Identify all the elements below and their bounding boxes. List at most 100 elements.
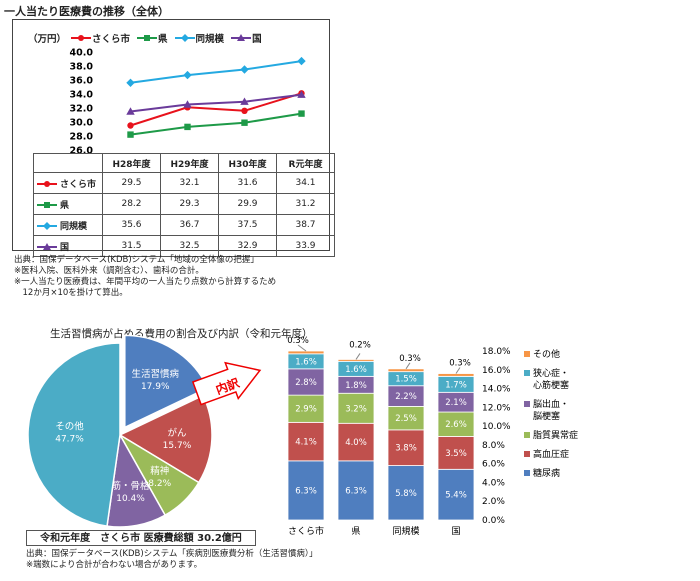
line-note: 12か月×10を掛けて算出。 — [14, 288, 128, 298]
line-chart: 40.0 38.0 36.0 34.0 32.0 30.0 28.0 26.0 — [70, 48, 306, 157]
legend-swatch — [71, 35, 92, 41]
slice-value: 17.9% — [141, 382, 170, 392]
bar-segment-label: 4.0% — [345, 438, 367, 448]
series-line — [130, 93, 302, 113]
slice-label: その他 — [55, 420, 84, 432]
table-cell: 31.2 — [276, 193, 335, 215]
table-series-label: 県 — [60, 200, 70, 211]
y-tick-label: 6.0% — [482, 460, 505, 470]
legend-item: 同規模 — [174, 31, 224, 45]
bar-segment-label: 2.2% — [395, 392, 417, 402]
pie-slice — [27, 342, 121, 527]
x-tick-label: さくら市 — [288, 525, 324, 535]
slice-label: がん — [167, 427, 186, 439]
table-swatch-marker — [43, 243, 51, 250]
y-tick-label: 12.0% — [482, 403, 511, 413]
table-cell: 29.5 — [102, 172, 161, 194]
table-cell: 32.5 — [160, 235, 219, 257]
slice-value: 47.7% — [55, 434, 84, 444]
bar-segment — [337, 460, 375, 521]
bar-segment — [387, 429, 425, 466]
table-header-cell: R元年度 — [276, 153, 335, 173]
table-header-row: H28年度 H29年度 H30年度 R元年度 — [33, 153, 335, 173]
slice-value: 10.4% — [116, 494, 145, 504]
table-cell: 33.9 — [276, 235, 335, 257]
line-note: ※一人当たり医療費は、年間平均の一人当たり点数から計算するため — [14, 277, 277, 287]
table-header-cell: H28年度 — [102, 153, 161, 173]
bar-segment-label: 4.1% — [295, 438, 317, 448]
legend-swatch — [524, 401, 530, 407]
legend-swatch — [231, 34, 252, 41]
leader-line — [297, 344, 307, 352]
legend-swatch — [524, 470, 530, 476]
legend-label: 脳出血・ — [533, 398, 569, 410]
line-note: ※医科入院、医科外来（調剤含む）、歯科の合計。 — [14, 266, 204, 276]
bar-segment-label: 6.3% — [295, 486, 317, 496]
bar-segment-label: 2.1% — [445, 398, 467, 408]
table-series-label: 同規模 — [60, 221, 88, 232]
data-point — [240, 97, 249, 105]
legend-swatch — [524, 432, 530, 438]
bar-segment-label: 2.6% — [445, 420, 467, 430]
bar-segment-label: 0.3% — [287, 336, 309, 346]
table-cell: 31.5 — [102, 235, 161, 257]
bar-segment — [287, 350, 325, 355]
bar-segment-label: 1.6% — [345, 365, 367, 375]
y-tick-label: 34.0 — [70, 90, 94, 101]
table-cell: 35.6 — [102, 214, 161, 236]
legend-label: 心筋梗塞 — [533, 379, 569, 391]
data-point — [241, 119, 248, 126]
bar-segment-label: 0.3% — [449, 359, 471, 369]
bar-segment-label: 1.8% — [345, 381, 367, 391]
legend-marker — [144, 35, 151, 41]
y-tick-label: 18.0% — [482, 347, 511, 357]
table-header-cell: H29年度 — [160, 153, 219, 173]
data-point — [297, 90, 306, 98]
y-tick-label: 10.0% — [482, 422, 511, 432]
x-tick-label: 国 — [451, 526, 460, 535]
bar-segment-label: 0.3% — [399, 354, 421, 364]
line-legend: （万円） さくら市 県 同規模 国 — [28, 31, 268, 45]
table-cell: 28.2 — [102, 193, 161, 215]
slice-value: 15.7% — [163, 441, 192, 451]
data-point — [241, 107, 248, 115]
y-tick-label: 0.0% — [482, 516, 505, 526]
leader-line — [355, 353, 361, 360]
y-tick-label: 32.0 — [70, 104, 94, 115]
line-chart-title: 一人当たり医療費の推移（全体） — [4, 5, 169, 18]
slice-value: 8.2% — [148, 479, 171, 489]
bar-segment-label: 2.5% — [395, 414, 417, 424]
legend-label: 高血圧症 — [533, 448, 569, 460]
table-series-cell: 国 — [33, 235, 103, 257]
data-point — [183, 100, 192, 108]
table-row: 同規模 35.6 36.7 37.5 38.7 — [33, 214, 335, 236]
bar-segment-label: 3.5% — [445, 449, 467, 459]
legend-item: さくら市 — [70, 31, 130, 45]
bar-segment-label: 2.8% — [295, 378, 317, 388]
table-row: さくら市 29.5 32.1 31.6 34.1 — [33, 172, 335, 194]
table-corner-cell — [33, 153, 103, 173]
legend-marker — [180, 34, 189, 42]
data-point — [240, 65, 249, 74]
table-cell: 34.1 — [276, 172, 335, 194]
legend-item: 国 — [230, 31, 262, 45]
pie-note: ※端数により合計が合わない場合があります。 — [26, 560, 203, 570]
legend-label: 県 — [158, 34, 168, 45]
table-series-cell: 県 — [33, 193, 103, 215]
legend-marker — [237, 34, 246, 41]
table-series-cell: 同規模 — [33, 214, 103, 236]
pie-caption: 令和元年度 さくら市 医療費総額 30.2億円 — [26, 530, 256, 546]
bar-segment-label: 3.8% — [395, 444, 417, 454]
unit-label: （万円） — [28, 34, 67, 45]
data-point — [126, 107, 135, 115]
table-cell: 36.7 — [160, 214, 219, 236]
callout: 内訳 — [191, 361, 262, 406]
table-swatch-marker — [44, 202, 50, 208]
table-swatch-marker — [43, 222, 51, 230]
table-series-swatch — [37, 202, 57, 208]
bar-segment — [437, 436, 475, 470]
pie-note: 出典：国保データベース(KDB)システム「疾病別医療費分析（生活習慣病）」 — [26, 549, 318, 559]
legend-swatch — [137, 35, 158, 41]
table-cell: 32.9 — [218, 235, 277, 257]
table-series-label: 国 — [60, 242, 70, 253]
